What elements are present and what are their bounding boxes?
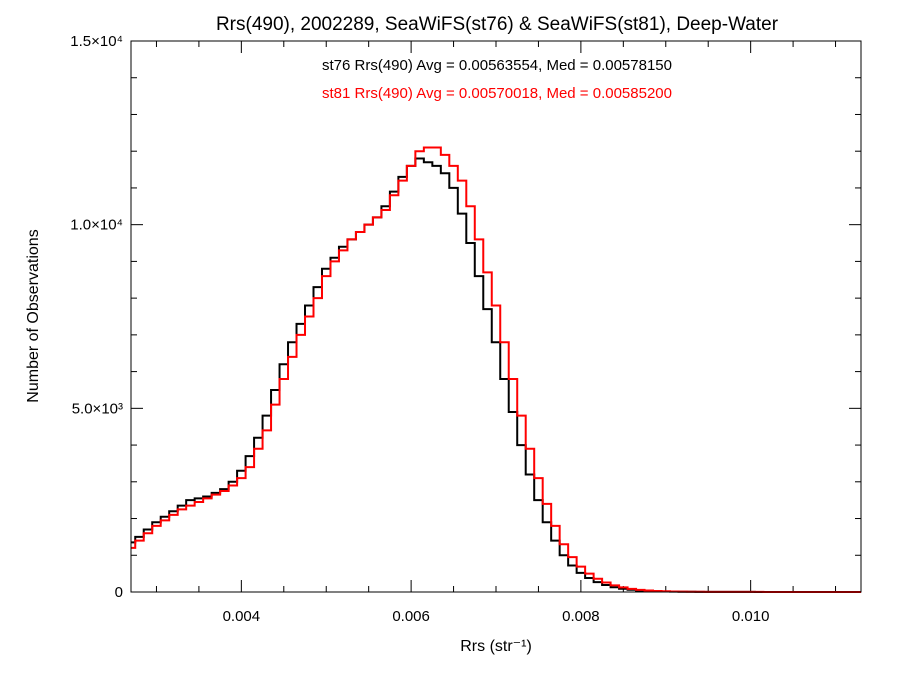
y-tick-label: 1.5×10⁴ xyxy=(70,33,123,50)
x-tick-label: 0.004 xyxy=(223,608,261,625)
x-tick-label: 0.010 xyxy=(732,608,770,625)
x-tick-label: 0.006 xyxy=(392,608,430,625)
x-tick-label: 0.008 xyxy=(562,608,600,625)
series-0-line xyxy=(131,157,861,593)
y-tick-label: 0 xyxy=(115,584,123,601)
series-1-line xyxy=(131,146,861,593)
plot-frame xyxy=(130,40,862,593)
y-axis-title: Number of Observations xyxy=(25,229,42,402)
chart-title: Rrs(490), 2002289, SeaWiFS(st76) & SeaWi… xyxy=(216,14,779,35)
axis-ticks xyxy=(131,40,861,593)
series-layer xyxy=(131,146,861,593)
x-tick-labels: 0.004 0.006 0.008 0.010 xyxy=(223,608,770,625)
y-tick-label: 5.0×10³ xyxy=(72,400,123,417)
x-axis-title-text: Rrs (str⁻¹) xyxy=(460,638,532,655)
x-axis-title: Rrs (str⁻¹) xyxy=(460,638,532,655)
y-tick-label: 1.0×10⁴ xyxy=(70,217,123,234)
annotation-st76: st76 Rrs(490) Avg = 0.00563554, Med = 0.… xyxy=(322,57,672,74)
annotation-st81: st81 Rrs(490) Avg = 0.00570018, Med = 0.… xyxy=(322,85,672,102)
y-tick-labels: 0 5.0×10³ 1.0×10⁴ 1.5×10⁴ xyxy=(70,33,123,601)
